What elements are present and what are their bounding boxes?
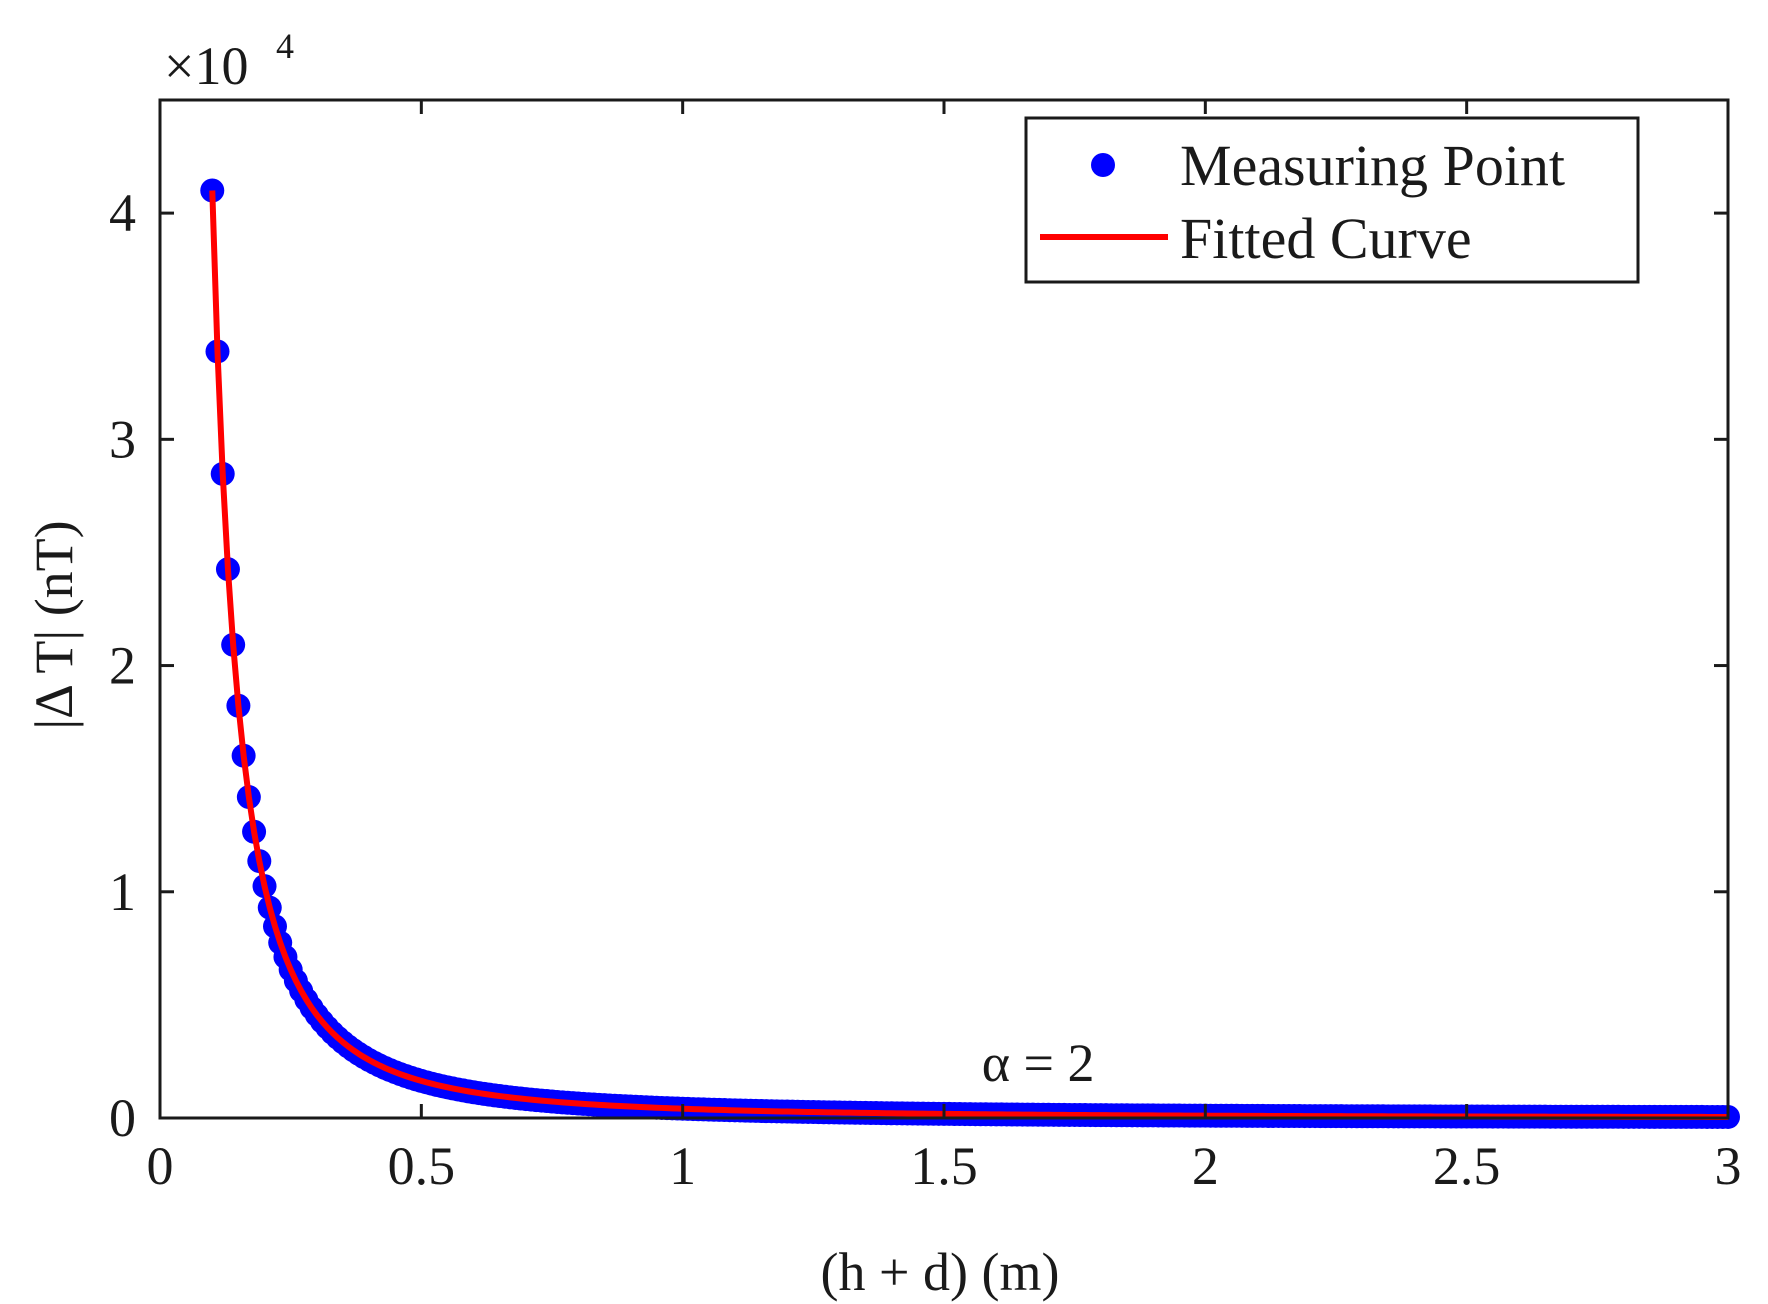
- y-tick-label: 0: [109, 1088, 136, 1148]
- y-exponent-label: ×10 4: [164, 26, 294, 96]
- y-tick-label: 3: [109, 409, 136, 469]
- x-tick-label: 1.5: [910, 1136, 978, 1196]
- y-tick-label: 2: [109, 636, 136, 696]
- x-axis-title: (h + d) (m): [821, 1242, 1060, 1302]
- legend-marker-measuring-point: [1091, 153, 1115, 177]
- y-tick-label: 1: [109, 862, 136, 922]
- ticks-layer: 0 0.5 1 1.5 2 2.5 3 0 1 2 3 4: [109, 100, 1742, 1196]
- legend-label-fitted-curve: Fitted Curve: [1180, 206, 1472, 271]
- x-tick-label: 1: [669, 1136, 696, 1196]
- x-tick-label: 3: [1715, 1136, 1742, 1196]
- alpha-annotation: α = 2: [982, 1033, 1095, 1093]
- y-exponent-base: ×10: [164, 36, 248, 96]
- x-tick-label: 0.5: [388, 1136, 456, 1196]
- legend: Measuring Point Fitted Curve: [1024, 116, 1640, 284]
- y-exponent-power: 4: [276, 26, 294, 66]
- x-tick-label: 0: [147, 1136, 174, 1196]
- legend-box: [1024, 116, 1640, 284]
- x-tick-label: 2.5: [1433, 1136, 1501, 1196]
- y-tick-label: 4: [109, 183, 136, 243]
- legend-label-measuring-point: Measuring Point: [1180, 133, 1565, 198]
- y-axis-title: |Δ T| (nT): [24, 520, 84, 729]
- x-tick-label: 2: [1192, 1136, 1219, 1196]
